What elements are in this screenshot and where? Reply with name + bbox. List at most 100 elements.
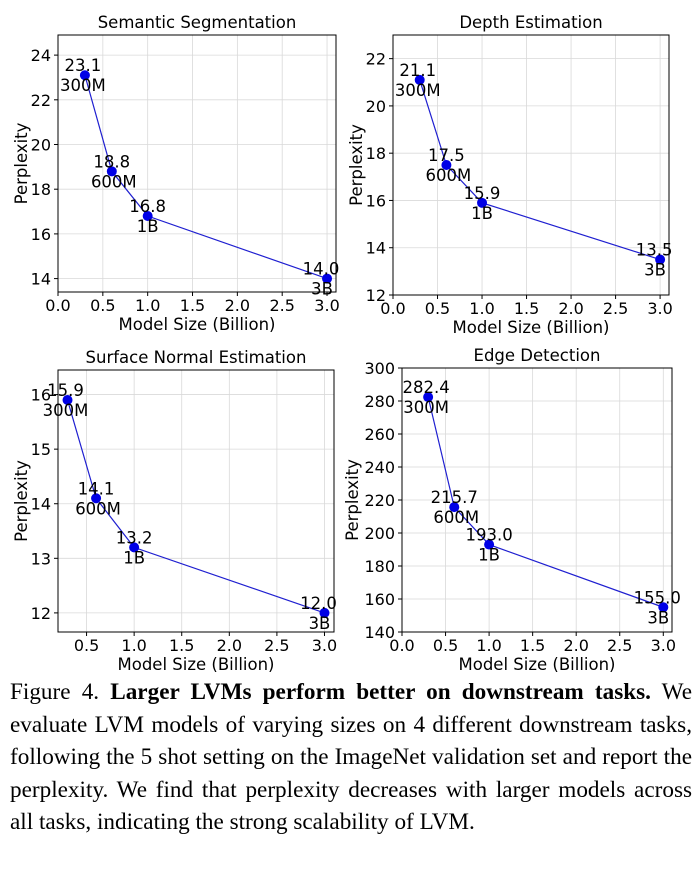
data-value-label: 23.1 bbox=[65, 56, 102, 75]
x-tick-label: 2.5 bbox=[603, 299, 628, 318]
x-tick-label: 0.0 bbox=[380, 299, 405, 318]
data-value-label: 282.4 bbox=[403, 378, 450, 397]
series-line bbox=[419, 79, 661, 261]
y-tick-label: 240 bbox=[364, 458, 395, 477]
x-tick-label: 2.5 bbox=[264, 636, 289, 655]
x-tick-label: 1.5 bbox=[180, 296, 205, 315]
x-tick-label: 2.0 bbox=[225, 296, 250, 315]
data-point bbox=[484, 539, 495, 550]
y-axis-label: Perplexity bbox=[343, 459, 362, 541]
data-value-label: 21.1 bbox=[399, 61, 436, 80]
y-tick-label: 12 bbox=[31, 604, 51, 623]
y-tick-label: 14 bbox=[31, 270, 51, 289]
model-size-label: 300M bbox=[43, 401, 89, 420]
y-axis-label: Perplexity bbox=[347, 124, 366, 206]
data-point bbox=[441, 160, 452, 170]
y-axis-label: Perplexity bbox=[12, 460, 31, 542]
data-value-label: 18.8 bbox=[93, 152, 130, 171]
y-tick-label: 280 bbox=[364, 392, 395, 411]
plot-frame bbox=[392, 34, 670, 296]
x-tick-label: 0.5 bbox=[74, 636, 99, 655]
data-point bbox=[106, 166, 117, 177]
data-point bbox=[423, 392, 434, 403]
figure-charts: 0.0 0.5 1.0 1.5 2.0 2.5 3.0 14 16 18 20 22 24 Semanti… bbox=[12, 13, 681, 674]
caption-label: Figure 4. bbox=[10, 679, 100, 705]
data-point bbox=[655, 254, 666, 265]
y-tick-label: 20 bbox=[31, 136, 51, 155]
model-size-label: 1B bbox=[478, 546, 500, 565]
series-line bbox=[427, 396, 664, 608]
y-tick-label: 16 bbox=[31, 225, 51, 244]
x-tick-label: 2.0 bbox=[558, 299, 583, 318]
x-tick-label: 1.0 bbox=[469, 299, 494, 318]
data-point bbox=[129, 542, 140, 553]
y-tick-label: 13 bbox=[31, 549, 51, 568]
model-size-label: 1B bbox=[123, 548, 145, 567]
x-tick-label: 1.0 bbox=[121, 636, 146, 655]
data-point bbox=[449, 502, 460, 513]
data-point bbox=[91, 493, 102, 504]
figure-caption: Figure 4. Larger LVMs perform better on … bbox=[10, 676, 692, 839]
model-size-label: 3B bbox=[311, 280, 333, 299]
data-value-label: 13.2 bbox=[116, 528, 153, 547]
y-tick-label: 18 bbox=[31, 180, 51, 199]
data-value-label: 15.9 bbox=[464, 184, 501, 203]
x-tick-label: 0.5 bbox=[425, 299, 450, 318]
chart-4: 0.0 0.5 1.0 1.5 2.0 2.5 3.0 140 160 180 200 220 240 2… bbox=[343, 346, 681, 674]
y-tick-label: 260 bbox=[364, 425, 395, 444]
caption-title: Larger LVMs perform better on downstream… bbox=[110, 679, 651, 705]
x-tick-label: 2.5 bbox=[607, 636, 632, 655]
x-tick-label: 0.5 bbox=[433, 636, 458, 655]
model-size-label: 600M bbox=[426, 166, 472, 185]
chart-2: 0.0 0.5 1.0 1.5 2.0 2.5 3.0 12 14 16 18 20 22 Depth E… bbox=[347, 13, 673, 337]
x-tick-label: 1.5 bbox=[169, 636, 194, 655]
y-tick-label: 16 bbox=[31, 386, 51, 405]
y-tick-label: 300 bbox=[364, 359, 395, 378]
y-tick-label: 22 bbox=[366, 50, 386, 69]
model-size-label: 300M bbox=[395, 81, 441, 100]
data-value-label: 193.0 bbox=[465, 526, 512, 545]
x-tick-label: 2.0 bbox=[563, 636, 588, 655]
x-tick-label: 1.5 bbox=[514, 299, 539, 318]
model-size-label: 600M bbox=[433, 508, 479, 527]
model-size-label: 600M bbox=[91, 172, 137, 191]
y-tick-label: 14 bbox=[31, 495, 51, 514]
caption-body: We evaluate LVM models of varying sizes … bbox=[10, 679, 692, 835]
chart-3: 0.5 1.0 1.5 2.0 2.5 3.0 12 13 14 15 16 Surface Norm… bbox=[12, 348, 337, 674]
x-tick-label: 3.0 bbox=[651, 636, 676, 655]
model-size-label: 600M bbox=[75, 499, 121, 518]
data-point bbox=[319, 607, 330, 618]
x-tick-label: 1.0 bbox=[476, 636, 501, 655]
data-value-label: 14.1 bbox=[78, 479, 115, 498]
y-tick-label: 16 bbox=[366, 191, 386, 210]
plot-frame bbox=[57, 369, 335, 633]
data-value-label: 12.0 bbox=[300, 594, 337, 613]
y-tick-label: 18 bbox=[366, 144, 386, 163]
y-tick-label: 140 bbox=[364, 623, 395, 642]
y-tick-label: 14 bbox=[366, 239, 386, 258]
data-value-label: 15.9 bbox=[47, 381, 84, 400]
series-line bbox=[66, 399, 325, 614]
x-axis-label: Model Size (Billion) bbox=[118, 655, 275, 674]
y-tick-label: 220 bbox=[364, 491, 395, 510]
x-tick-label: 1.5 bbox=[520, 636, 545, 655]
data-value-label: 16.8 bbox=[129, 197, 166, 216]
model-size-label: 3B bbox=[647, 608, 669, 627]
x-axis-label: Model Size (Billion) bbox=[119, 315, 276, 334]
chart-title: Surface Normal Estimation bbox=[86, 348, 307, 367]
x-tick-label: 3.0 bbox=[647, 299, 672, 318]
data-point bbox=[477, 197, 488, 208]
model-size-label: 3B bbox=[644, 261, 666, 280]
x-tick-label: 0.5 bbox=[90, 296, 115, 315]
y-tick-label: 200 bbox=[364, 524, 395, 543]
y-tick-label: 180 bbox=[364, 557, 395, 576]
data-point bbox=[79, 70, 90, 81]
y-tick-label: 15 bbox=[31, 440, 51, 459]
data-value-label: 14.0 bbox=[303, 260, 340, 279]
x-tick-label: 0.0 bbox=[45, 296, 70, 315]
x-axis-label: Model Size (Billion) bbox=[459, 655, 616, 674]
model-size-label: 300M bbox=[403, 398, 449, 417]
model-size-label: 300M bbox=[60, 76, 106, 95]
x-tick-label: 0.0 bbox=[389, 636, 414, 655]
data-value-label: 17.5 bbox=[428, 146, 465, 165]
